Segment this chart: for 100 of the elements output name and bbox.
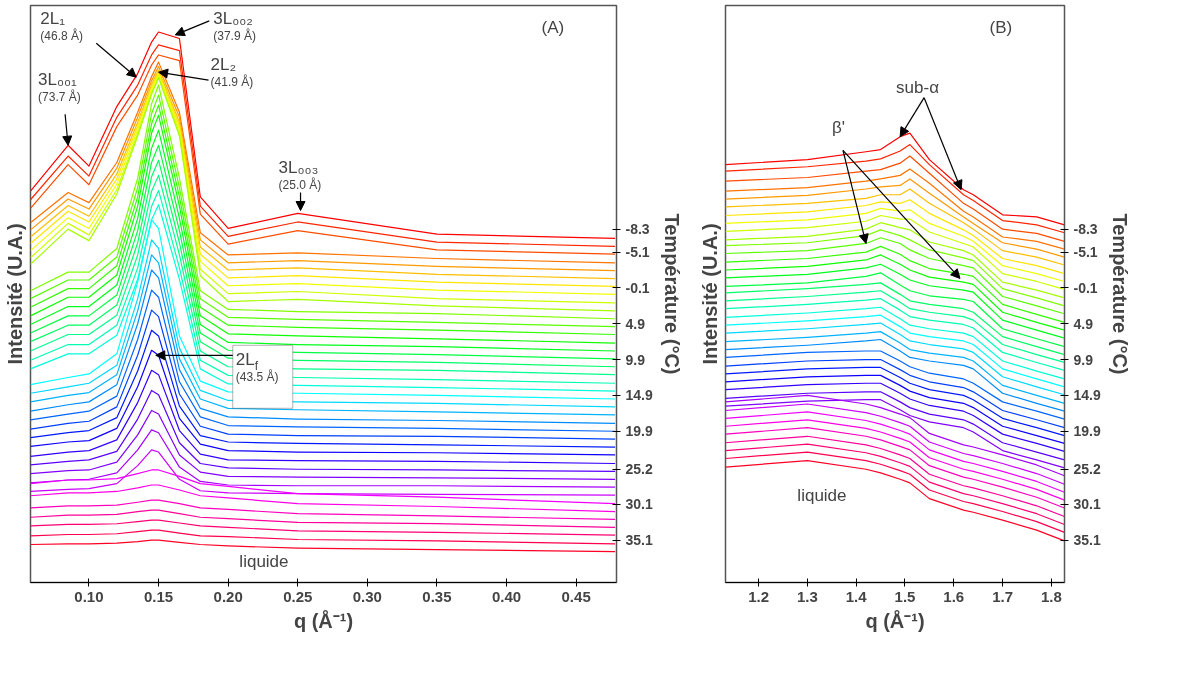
y-tick-label: -5.1 <box>1073 244 1098 261</box>
line-series <box>725 188 1065 266</box>
line-series <box>30 484 616 513</box>
y-tick-label: -8.3 <box>625 221 650 238</box>
x-tick-label: 1.4 <box>845 587 868 605</box>
line-series <box>30 309 616 440</box>
x-tick-label: 1.6 <box>943 587 965 605</box>
line-series <box>30 409 616 480</box>
x-axis-title: q (Å⁻¹) <box>293 608 354 632</box>
line-series <box>725 338 1065 412</box>
line-series <box>725 199 1065 275</box>
line-series <box>725 222 1065 299</box>
line-series <box>725 399 1065 469</box>
y-tick-label: 9.9 <box>625 351 646 368</box>
line-series <box>725 358 1065 429</box>
line-series <box>725 394 1065 477</box>
line-series <box>725 391 1065 461</box>
y-tick-label: 30.1 <box>1073 496 1101 513</box>
y-tick-label: 4.9 <box>1073 315 1094 332</box>
line-series <box>725 382 1065 452</box>
line-series <box>30 529 616 545</box>
x-tick-label: 1.7 <box>992 587 1013 605</box>
line-series <box>30 519 616 536</box>
y-tick-label: 14.9 <box>1073 387 1101 404</box>
line-series <box>30 389 616 472</box>
line-series <box>725 298 1065 371</box>
x-tick-label: 0.40 <box>491 587 522 605</box>
x-tick-label: 0.20 <box>213 587 243 605</box>
line-series <box>725 435 1065 518</box>
x-axis-title: q (Å⁻¹) <box>865 608 925 632</box>
annotation: β' <box>831 118 846 138</box>
y-tick-label: -5.1 <box>625 244 650 261</box>
x-tick-label: 0.30 <box>352 587 382 605</box>
x-tick-label: 0.15 <box>143 587 174 605</box>
x-tick-label: 0.45 <box>561 587 591 605</box>
line-series <box>725 427 1065 509</box>
annotation: 3L₀₀₁ (73.7 Å) <box>38 70 81 105</box>
y-tick-label: 14.9 <box>625 387 653 404</box>
line-series <box>725 168 1065 250</box>
line-series <box>725 451 1065 533</box>
x-tick-label: 1.2 <box>748 587 770 605</box>
line-series <box>30 349 616 456</box>
line-series <box>725 350 1065 420</box>
line-series <box>30 449 616 496</box>
y-tick-label: 25.2 <box>625 461 653 478</box>
annotation: sub-α <box>896 77 940 97</box>
line-series <box>725 263 1065 339</box>
line-series <box>725 366 1065 437</box>
line-series <box>725 282 1065 356</box>
line-series <box>725 322 1065 396</box>
line-series <box>725 143 1065 234</box>
y2-axis-title: Intensité (U.A.) <box>698 223 721 365</box>
line-series <box>725 207 1065 283</box>
line-series <box>725 374 1065 445</box>
annotation: 2L₁ (46.8 Å) <box>40 9 83 44</box>
y-tick-label: -8.3 <box>1073 221 1098 238</box>
line-series <box>30 499 616 521</box>
y-tick-label: 30.1 <box>625 496 653 513</box>
annotation: liquide <box>239 552 289 571</box>
line-series <box>30 289 616 432</box>
x-tick-label: 1.8 <box>1040 587 1062 605</box>
y-tick-label: 19.9 <box>625 423 653 440</box>
line-series <box>30 469 616 505</box>
line-series <box>725 403 1065 485</box>
y-tick-label: -0.1 <box>1073 279 1098 296</box>
line-series <box>725 314 1065 388</box>
line-series <box>30 509 616 528</box>
line-series <box>725 460 1065 542</box>
line-series <box>725 245 1065 323</box>
line-series <box>30 329 616 448</box>
line-series <box>725 155 1065 242</box>
annotation: 3L₀₀₂ (37.9 Å) <box>213 8 256 43</box>
y-tick-label: 4.9 <box>625 315 646 332</box>
line-series <box>725 272 1065 348</box>
y-axis-title: Température (°C) <box>1108 213 1131 375</box>
y-tick-label: 35.1 <box>625 532 653 549</box>
y2-axis-title: Intensité (U.A.) <box>3 223 26 365</box>
line-series <box>725 443 1065 526</box>
line-series <box>30 369 616 465</box>
y-tick-label: 19.9 <box>1073 423 1101 440</box>
annotation: 3L₀₀₃ (25.0 Å) <box>278 158 322 193</box>
y-tick-label: -0.1 <box>625 279 650 296</box>
x-tick-label: 1.5 <box>894 587 916 605</box>
y-tick-label: 35.1 <box>1073 532 1101 549</box>
line-series <box>30 429 616 488</box>
line-series <box>725 290 1065 364</box>
y-tick-label: 9.9 <box>1073 351 1094 368</box>
x-tick-label: 0.10 <box>74 587 104 605</box>
annotation: (B) <box>989 17 1013 37</box>
x-tick-label: 1.3 <box>797 587 818 605</box>
annotation: 2L₂ (41.9 Å) <box>210 55 254 90</box>
line-series <box>725 306 1065 380</box>
annotation: (A) <box>541 17 565 37</box>
line-series <box>725 254 1065 331</box>
annotation: liquide <box>797 486 847 505</box>
line-series <box>725 178 1065 258</box>
y-tick-label: 25.2 <box>1073 461 1101 478</box>
line-series <box>725 229 1065 307</box>
x-tick-label: 0.25 <box>283 587 313 605</box>
x-tick-label: 0.35 <box>422 587 452 605</box>
